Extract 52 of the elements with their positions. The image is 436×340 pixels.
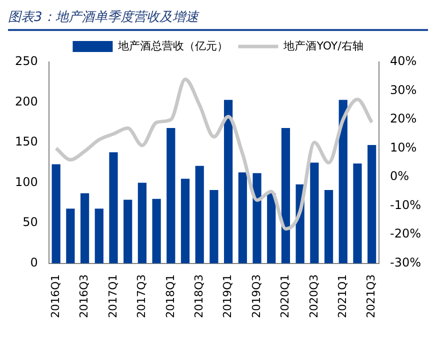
bar xyxy=(66,208,75,264)
bar xyxy=(324,190,334,264)
y-tick-label: 250 xyxy=(15,54,38,68)
x-tick-label: 2019Q3 xyxy=(250,274,263,318)
x-tick-label: 2018Q3 xyxy=(192,274,206,318)
bar xyxy=(353,163,362,264)
bar xyxy=(195,166,204,264)
bar xyxy=(166,128,176,264)
y-tick-label: 150 xyxy=(15,134,38,149)
y-tick-label: 100 xyxy=(15,174,38,189)
bar xyxy=(180,178,190,264)
bar xyxy=(152,198,161,264)
bar xyxy=(310,162,319,264)
y-tick-label: 0 xyxy=(30,255,38,270)
legend-label: 地产酒总营收（亿元） xyxy=(117,39,228,52)
x-tick-label: 2019Q1 xyxy=(221,274,234,318)
legend-label: 地产酒YOY/右轴 xyxy=(282,39,364,52)
bar xyxy=(80,193,90,264)
bar xyxy=(94,208,104,264)
bar xyxy=(224,100,233,264)
y2-tick-label: 10% xyxy=(390,140,417,154)
bar xyxy=(368,144,376,264)
x-tick-label: 2020Q1 xyxy=(278,274,292,318)
x-tick-label: 2021Q3 xyxy=(364,274,378,318)
y2-tick-label: 20% xyxy=(390,112,417,126)
x-tick-label: 2018Q1 xyxy=(164,274,177,318)
x-tick-label: 2017Q3 xyxy=(135,274,148,318)
bar xyxy=(210,190,218,264)
chart-title: 图表3：地产酒单季度营收及增速 xyxy=(8,8,428,31)
x-tick-label: 2016Q3 xyxy=(78,274,91,318)
line-series xyxy=(54,78,374,231)
bar xyxy=(52,164,60,264)
x-tick-label: 2021Q1 xyxy=(336,274,349,318)
bar xyxy=(238,172,247,264)
y-tick-label: 200 xyxy=(15,94,38,108)
y2-tick-label: -30% xyxy=(390,255,422,270)
y2-tick-label: 0% xyxy=(390,169,410,184)
bar xyxy=(138,182,146,264)
y2-tick-label: -10% xyxy=(390,198,422,212)
bar xyxy=(267,193,276,264)
y-tick-label: 50 xyxy=(22,215,38,230)
x-tick-label: 2017Q1 xyxy=(106,274,120,318)
y2-tick-label: -20% xyxy=(390,226,422,241)
x-tick-label: 2016Q1 xyxy=(48,274,62,318)
y2-tick-label: 40% xyxy=(390,54,417,68)
x-tick-label: 2020Q3 xyxy=(307,274,320,318)
bar xyxy=(252,173,262,264)
bar xyxy=(109,152,118,264)
y2-tick-label: 30% xyxy=(390,82,417,97)
bar xyxy=(338,100,348,264)
bar xyxy=(281,128,290,264)
bar xyxy=(124,200,132,264)
